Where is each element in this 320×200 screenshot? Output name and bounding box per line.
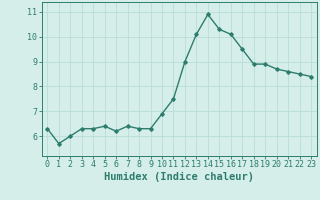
X-axis label: Humidex (Indice chaleur): Humidex (Indice chaleur) [104,172,254,182]
